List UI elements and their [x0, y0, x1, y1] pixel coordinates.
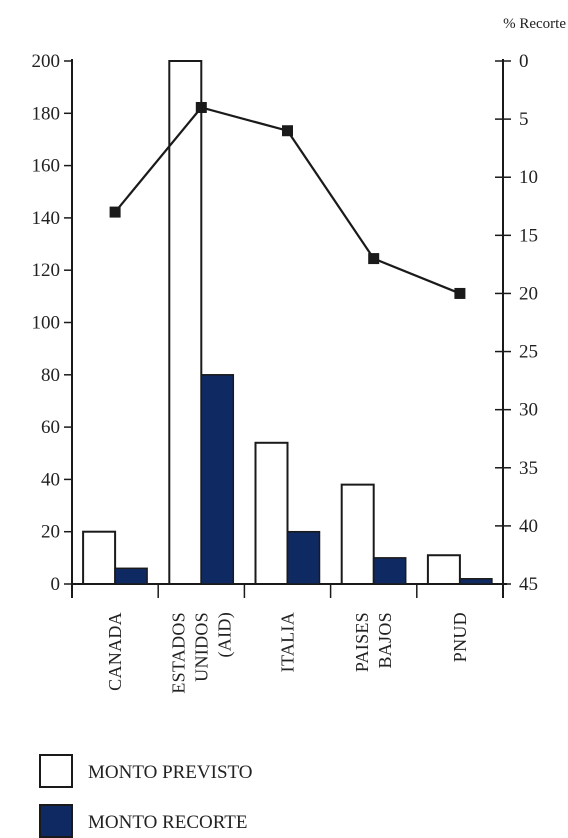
right-tick-label: 15 — [519, 225, 538, 246]
right-tick-label: 35 — [519, 458, 538, 479]
recorte-percent-point — [195, 101, 207, 113]
category-label: ITALIA — [278, 612, 298, 672]
recorte-percent-point — [368, 253, 380, 265]
left-tick-label: 140 — [32, 208, 61, 229]
right-tick-label: 5 — [519, 109, 529, 130]
category-label: UNIDOS — [191, 612, 211, 682]
left-tick-label: 80 — [41, 365, 60, 386]
bar-monto-previsto — [254, 441, 289, 586]
category-label: CANADA — [105, 612, 125, 691]
right-tick-label: 10 — [519, 167, 538, 188]
bar-monto-recorte — [286, 530, 321, 585]
bar-monto-previsto — [82, 530, 117, 586]
bar-monto-previsto — [340, 483, 375, 586]
category-label: ESTADOS — [168, 612, 188, 694]
left-tick-label: 0 — [51, 574, 61, 595]
bar-monto-recorte — [114, 567, 148, 585]
left-tick-label: 40 — [41, 469, 60, 490]
right-tick-label: 30 — [519, 400, 538, 421]
left-tick-label: 120 — [32, 260, 61, 281]
legend-swatch — [39, 804, 73, 838]
right-axis-title: % Recorte — [503, 16, 566, 32]
bar-monto-recorte — [200, 374, 235, 585]
right-tick-label: 0 — [519, 51, 529, 72]
category-label: PNUD — [450, 612, 470, 662]
right-tick-label: 20 — [519, 283, 538, 304]
bar-monto-recorte — [372, 557, 407, 585]
legend-swatch — [39, 754, 73, 788]
right-tick-label: 25 — [519, 342, 538, 363]
left-tick-label: 160 — [32, 156, 61, 177]
left-tick-label: 180 — [32, 103, 61, 124]
bar-monto-previsto — [168, 60, 203, 585]
category-label: (AID) — [214, 612, 235, 657]
recorte-percent-point — [282, 125, 293, 137]
bar-monto-recorte — [459, 578, 493, 585]
recorte-percent-point — [109, 206, 121, 218]
left-tick-label: 200 — [32, 51, 61, 72]
left-tick-label: 20 — [41, 522, 60, 543]
recorte-percent-point — [454, 287, 466, 299]
legend-label: MONTO PREVISTO — [88, 762, 253, 783]
category-label: PAISES — [352, 612, 372, 672]
left-tick-label: 60 — [41, 417, 60, 438]
category-label: BAJOS — [375, 612, 395, 669]
right-tick-label: 40 — [519, 516, 538, 537]
left-tick-label: 100 — [32, 313, 61, 334]
right-tick-label: 45 — [519, 574, 538, 595]
legend-label: MONTO RECORTE — [88, 812, 248, 833]
bar-monto-previsto — [426, 554, 461, 585]
